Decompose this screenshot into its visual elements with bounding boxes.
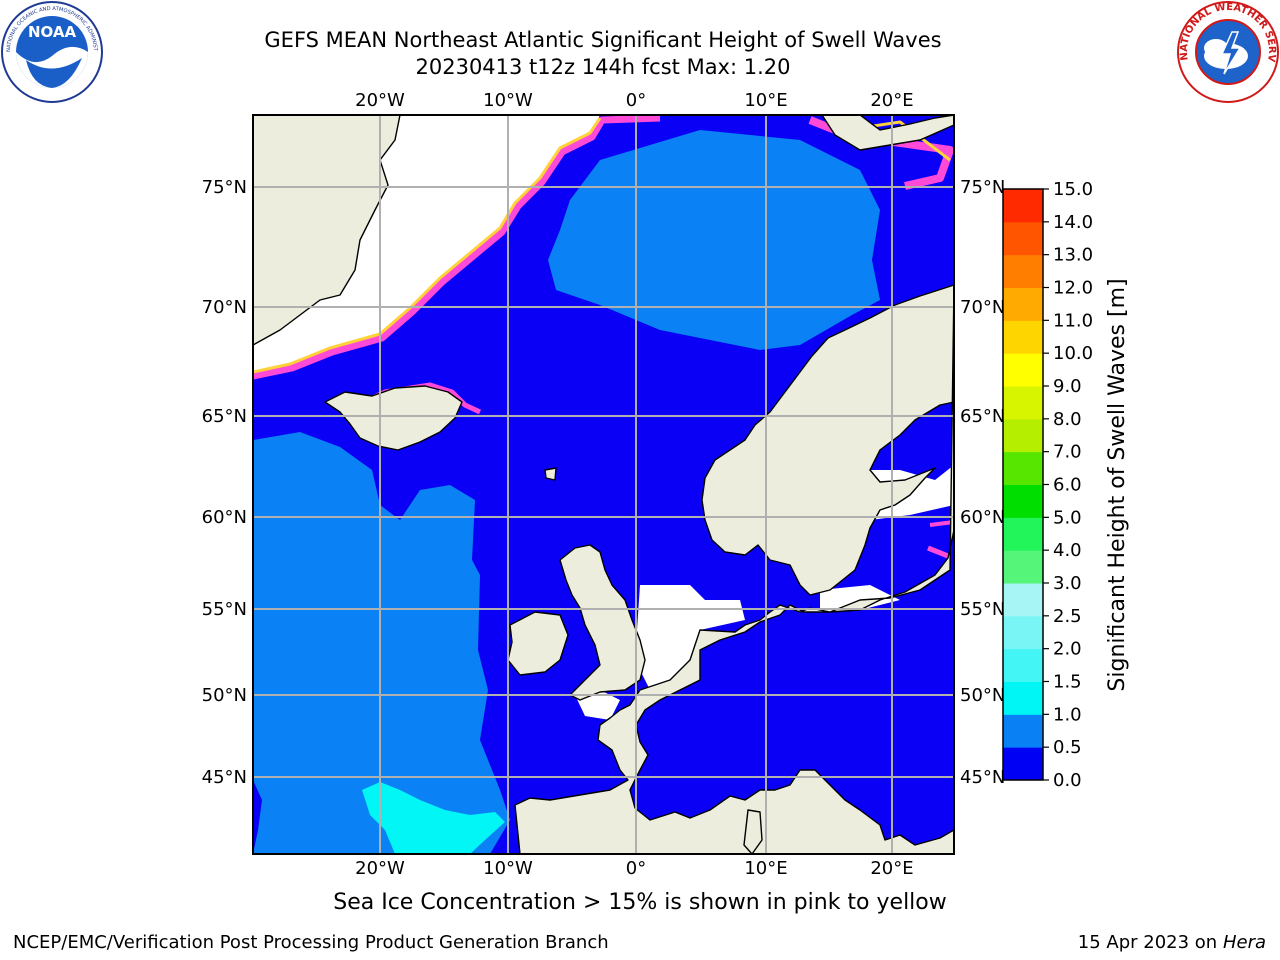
land-great-britain (559, 544, 646, 701)
lat-label: 75°N (960, 177, 1005, 198)
nws-logo: NATIONAL WEATHER SERVICE (1176, 0, 1279, 103)
chart-title: GEFS MEAN Northeast Atlantic Significant… (264, 28, 942, 52)
land-masses (253, 115, 954, 854)
swell-region-mid (253, 130, 880, 854)
lat-label: 55°N (202, 599, 247, 620)
lon-label: 20°E (870, 858, 913, 879)
colorbar-swatch (1003, 484, 1043, 518)
lat-label: 65°N (202, 406, 247, 427)
lat-labels-left: 75°N 70°N 65°N 60°N 55°N 50°N 45°N (202, 177, 247, 788)
machine-name: Hera (1222, 932, 1266, 953)
colorbar-swatch (1003, 451, 1043, 485)
lat-label: 45°N (202, 767, 247, 788)
colorbar-tick-label: 3.0 (1053, 573, 1082, 594)
lon-labels-bottom: 20°W 10°W 0° 10°E 20°E (355, 858, 913, 879)
lon-label: 0° (626, 90, 646, 111)
colorbar-frame (1002, 188, 1044, 781)
colorbar-tick-label: 7.0 (1053, 442, 1082, 463)
colorbar-tick-label: 12.0 (1053, 278, 1093, 299)
colorbar-tick-label: 1.0 (1053, 704, 1082, 725)
colorbar-tick-label: 2.5 (1053, 606, 1082, 627)
colorbar-tick-label: 0.0 (1053, 770, 1082, 791)
land-faroe (544, 467, 557, 481)
colorbar-tick-label: 1.5 (1053, 672, 1082, 693)
lon-label: 20°W (355, 858, 405, 879)
colorbar-swatch (1003, 418, 1043, 453)
colorbar-swatch (1003, 254, 1043, 288)
land-svalbard (821, 115, 954, 151)
sea-ice-note: Sea Ice Concentration > 15% is shown in … (333, 890, 947, 915)
lon-label: 10°W (483, 90, 533, 111)
colorbar-swatch (1003, 681, 1043, 715)
lon-label: 10°E (744, 858, 787, 879)
colorbar-swatch (1003, 221, 1043, 256)
land-corsica-sardinia (743, 809, 763, 854)
colorbar-swatch (1003, 714, 1043, 748)
lat-label: 50°N (960, 685, 1005, 706)
colorbar-swatch (1003, 615, 1043, 650)
lon-label: 10°E (744, 90, 787, 111)
land-europe (514, 284, 954, 854)
lat-label: 75°N (202, 177, 247, 198)
colorbar-tick-label: 4.0 (1053, 540, 1082, 561)
colorbar-tick-label: 0.5 (1053, 737, 1082, 758)
colorbar-swatch (1003, 353, 1043, 387)
map-frame (252, 114, 955, 855)
land-greenland (253, 115, 401, 346)
colorbar-tick-label: 9.0 (1053, 376, 1082, 397)
colorbar-swatch (1003, 583, 1043, 617)
lat-labels-right: 75°N 70°N 65°N 60°N 55°N 50°N 45°N (960, 177, 1005, 788)
credit-text: NCEP/EMC/Verification Post Processing Pr… (13, 932, 609, 953)
noaa-logo-text: NOAA (28, 23, 77, 41)
colorbar-swatch (1003, 320, 1043, 354)
no-data-white (253, 115, 954, 720)
colorbar-tick-label: 10.0 (1053, 343, 1093, 364)
lat-label: 65°N (960, 406, 1005, 427)
colorbar-swatch (1003, 189, 1043, 223)
land-ireland (507, 611, 569, 676)
colorbar-swatch (1003, 287, 1043, 321)
colorbar-swatch (1003, 550, 1043, 584)
lon-label: 0° (626, 858, 646, 879)
graticule (253, 115, 954, 854)
run-date-text: 15 Apr 2023 on (1077, 932, 1218, 953)
lat-label: 70°N (960, 297, 1005, 318)
ocean-background (253, 115, 954, 854)
colorbar-tick-label: 15.0 (1053, 179, 1093, 200)
lat-label: 70°N (202, 297, 247, 318)
colorbar-swatch (1003, 517, 1043, 551)
land-iceland (324, 385, 463, 451)
lat-label: 55°N (960, 599, 1005, 620)
lon-label: 20°E (870, 90, 913, 111)
chart-subtitle: 20230413 t12z 144h fcst Max: 1.20 (415, 55, 791, 79)
colorbar-swatch (1003, 648, 1043, 682)
colorbar-tick-label: 13.0 (1053, 245, 1093, 266)
lat-label: 50°N (202, 685, 247, 706)
colorbar-tick-label: 5.0 (1053, 507, 1082, 528)
run-date: 15 Apr 2023 on Hera (1078, 932, 1266, 953)
lon-label: 20°W (355, 90, 405, 111)
colorbar-tick-label: 8.0 (1053, 409, 1082, 430)
lat-label: 45°N (960, 767, 1005, 788)
lat-label: 60°N (202, 507, 247, 528)
colorbar-swatch (1003, 386, 1043, 420)
lat-label: 60°N (960, 507, 1005, 528)
lon-labels-top: 20°W 10°W 0° 10°E 20°E (355, 90, 913, 111)
colorbar-swatch (1003, 747, 1043, 781)
noaa-logo: NOAA NATIONAL OCEANIC AND ATMOSPHERIC AD… (0, 0, 103, 103)
sea-ice-edge (253, 115, 954, 559)
swell-region-cyan (362, 782, 505, 854)
lon-label: 10°W (483, 858, 533, 879)
colorbar-tick-label: 6.0 (1053, 475, 1082, 496)
colorbar: 0.0 0.5 1.0 1.5 2.0 2.5 3.0 4.0 5.0 6.0 7.0 8.0 9.0 1… (1002, 179, 1093, 791)
colorbar-label: Significant Height of Swell Waves [m] (1105, 278, 1130, 691)
colorbar-tick-label: 11.0 (1053, 310, 1093, 331)
colorbar-tick-label: 14.0 (1053, 212, 1093, 233)
colorbar-tick-label: 2.0 (1053, 639, 1082, 660)
